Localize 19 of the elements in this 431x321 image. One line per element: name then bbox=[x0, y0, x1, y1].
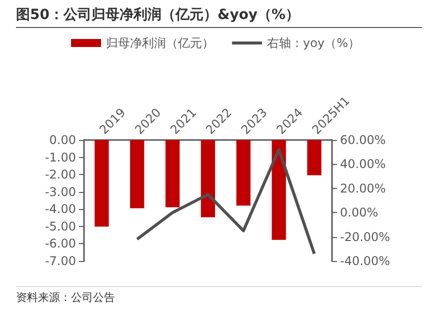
y2-tick-label: -20.00% bbox=[340, 230, 390, 244]
y-tick-label: -7.00 bbox=[44, 254, 76, 268]
line-series bbox=[136, 148, 316, 256]
y-tick-label: -6.00 bbox=[44, 236, 76, 251]
legend-label: 右轴：yoy（%） bbox=[267, 36, 360, 50]
y-tick-label: -4.00 bbox=[44, 202, 76, 216]
y2-tick-label: 0.00% bbox=[340, 206, 378, 220]
chart-title: 图50：公司归母净利润（亿元）&yoy（%） bbox=[16, 6, 422, 28]
y2-tick-label: -40.00% bbox=[340, 254, 390, 268]
y-tick-label: -5.00 bbox=[44, 219, 76, 234]
y-tick-label: 0.00 bbox=[49, 133, 76, 147]
y-tick-label: -2.00 bbox=[44, 168, 76, 182]
y-tick-label: -3.00 bbox=[44, 184, 76, 199]
legend-label: 归母净利润（亿元） bbox=[106, 36, 214, 50]
y2-tick-label: 60.00% bbox=[340, 133, 386, 147]
text: 资料来源：公司公告 bbox=[16, 286, 422, 305]
y2-tick-label: 40.00% bbox=[340, 157, 386, 172]
y-tick-label: -1.00 bbox=[44, 150, 76, 164]
y2-tick-label: 20.00% bbox=[340, 181, 386, 196]
